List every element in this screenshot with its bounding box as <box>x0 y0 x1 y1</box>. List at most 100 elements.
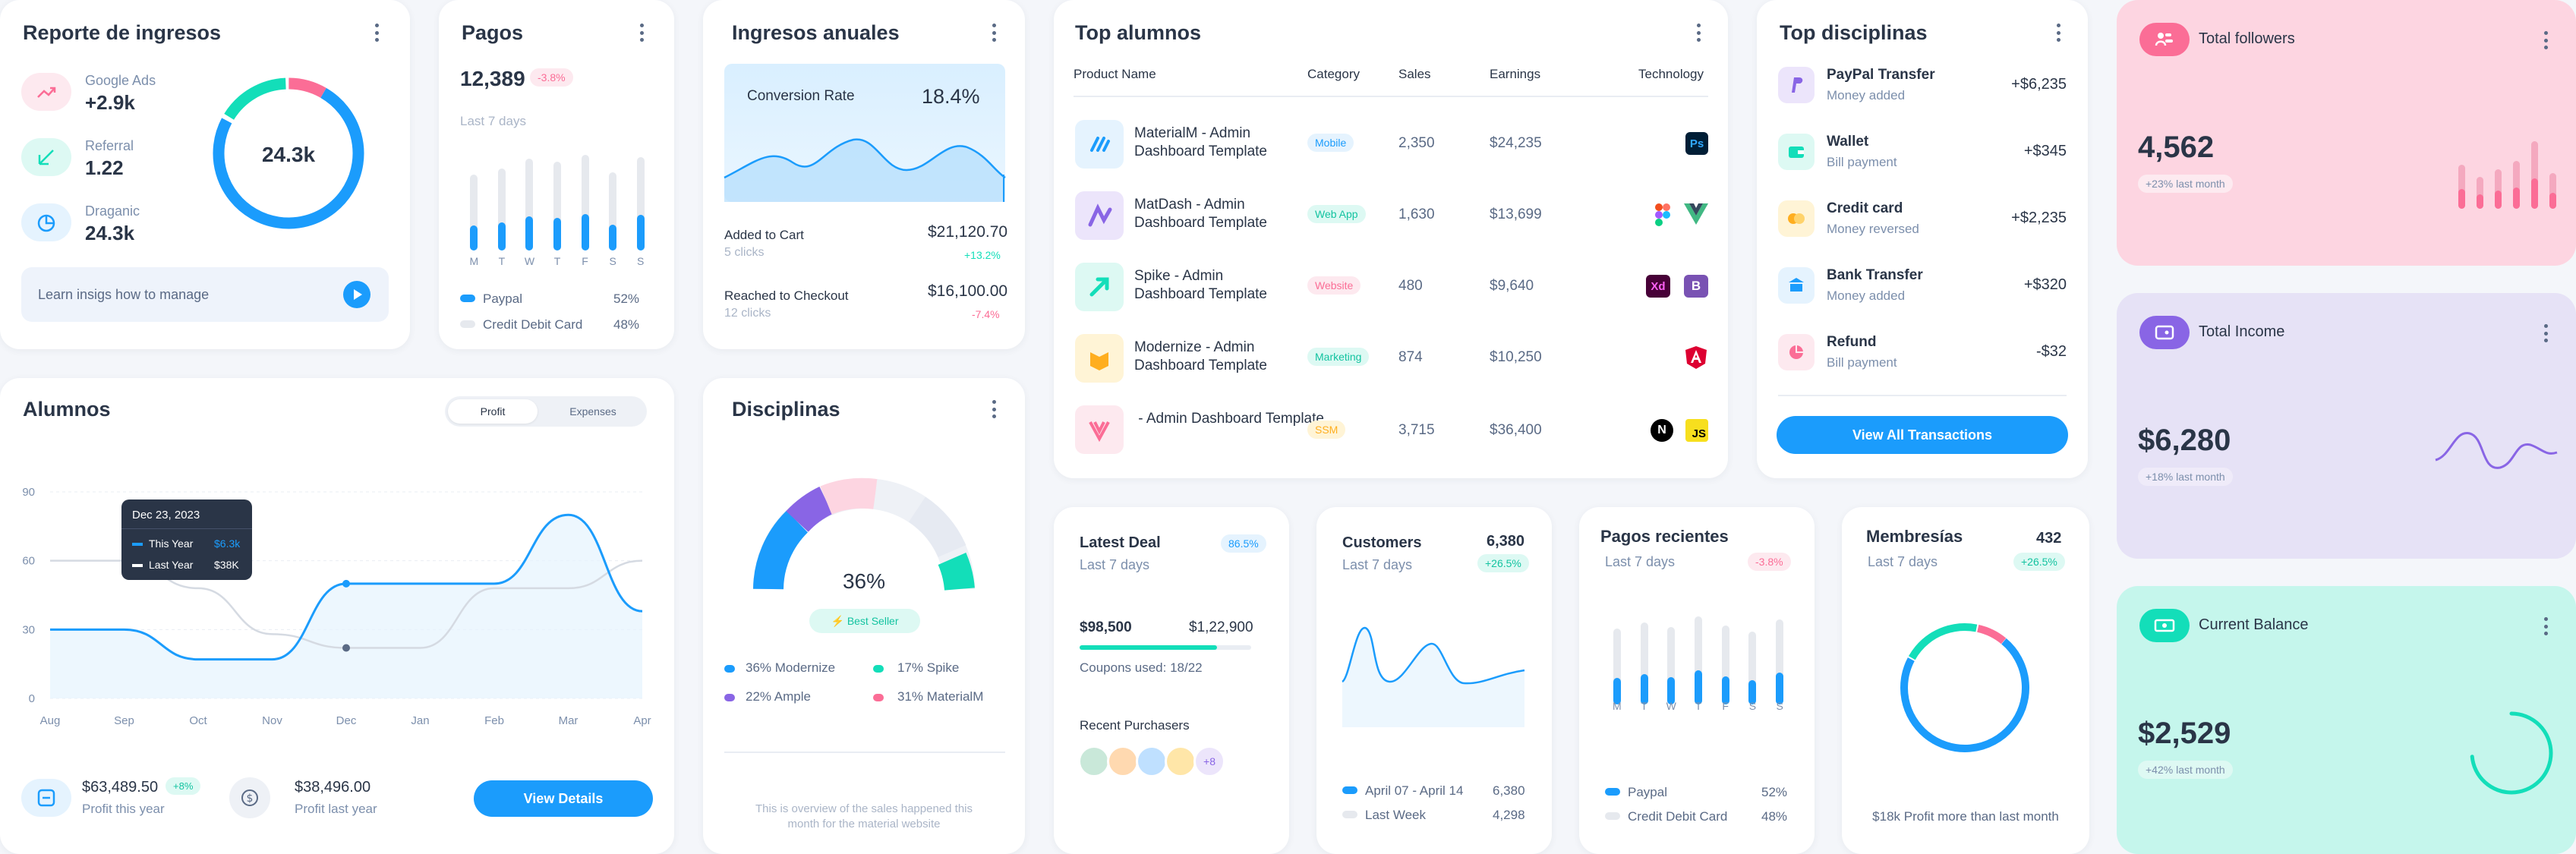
students-area-chart: 0 30 60 90 Aug Sep Oct Nov Dec Jan Feb Mar Apr <box>22 486 651 727</box>
day-label: W <box>1666 700 1676 712</box>
credit-card-icon <box>1778 200 1815 237</box>
more-menu-icon[interactable] <box>990 21 998 44</box>
toggle-profit[interactable]: Profit <box>448 399 538 424</box>
view-details-button[interactable]: View Details <box>474 780 653 817</box>
conversion-panel: Conversion Rate 18.4% <box>724 64 1006 202</box>
revenue-item-label: Google Ads <box>85 73 156 88</box>
angular-icon <box>1685 346 1707 369</box>
day-label: F <box>1722 700 1729 712</box>
bar-fill <box>1667 677 1676 704</box>
view-all-transactions-button[interactable]: View All Transactions <box>1777 416 2068 454</box>
bar-fill <box>2531 178 2538 209</box>
toggle-expenses[interactable]: Expenses <box>569 405 616 418</box>
last-year-point <box>342 644 350 652</box>
deal-title: Latest Deal <box>1080 534 1161 551</box>
payments-legend-label: Paypal <box>483 291 522 306</box>
avatar[interactable] <box>1136 745 1168 777</box>
customers-legend-label: Last Week <box>1365 808 1427 822</box>
disciplines-title: Top disciplinas <box>1780 21 1928 44</box>
customers-title: Customers <box>1342 534 1422 551</box>
more-menu-icon[interactable] <box>990 398 998 421</box>
leaf-icon <box>21 138 71 176</box>
best-seller-label: Best Seller <box>847 615 899 627</box>
top-disciplines-card: Top disciplinas PayPal Transfer Money ad… <box>1757 0 2088 478</box>
discipline-sub: Money added <box>1827 288 1906 303</box>
annual-row-value: $16,100.00 <box>928 282 1008 300</box>
bar-fill <box>2477 194 2483 209</box>
x-tick-label: Mar <box>559 714 579 727</box>
avatar[interactable] <box>1165 745 1197 777</box>
x-tick-label: Apr <box>633 714 651 727</box>
bar-fill <box>2549 192 2556 209</box>
sales-cell: 2,350 <box>1398 135 1435 151</box>
discipline-label: Refund <box>1827 334 1877 350</box>
customers-legend-dot <box>1342 811 1357 818</box>
recent-purchasers-label: Recent Purchasers <box>1080 718 1190 733</box>
deal-to: $1,22,900 <box>1189 619 1253 635</box>
discipline-label: PayPal Transfer <box>1827 67 1935 83</box>
bar-track <box>1748 632 1757 704</box>
bar-track <box>525 159 534 251</box>
bar-track <box>1613 629 1621 704</box>
sales-cell: 3,715 <box>1398 422 1435 438</box>
profit-expenses-toggle[interactable]: Profit Expenses <box>445 396 647 427</box>
x-tick-label: Jan <box>411 714 429 727</box>
col-product: Product Name <box>1074 67 1156 81</box>
learn-banner[interactable]: Learn insigs how to manage <box>21 267 389 322</box>
day-label: W <box>524 255 535 267</box>
gauge-legend-dot <box>724 694 735 701</box>
discipline-sub: Money reversed <box>1827 222 1919 236</box>
conversion-sparkline <box>724 138 1006 202</box>
income-sparkline <box>2435 432 2558 469</box>
product-name[interactable]: - Admin Dashboard Template <box>1134 411 1324 427</box>
disciplines-gauge-card: Disciplinas 36% ⚡ Best Seller 36% Modern… <box>703 378 1025 854</box>
product-name[interactable]: Modernize - Admin Dashboard Template <box>1134 339 1267 373</box>
refund-icon <box>1778 334 1815 370</box>
more-menu-icon[interactable] <box>2542 615 2549 638</box>
cash-icon <box>2139 609 2190 642</box>
discipline-sub: Bill payment <box>1827 155 1897 169</box>
payments-legend-pct: 48% <box>613 317 640 332</box>
bar-track <box>1695 616 1702 704</box>
customers-legend-value: 6,380 <box>1493 783 1525 798</box>
matdash-logo-icon <box>1075 191 1124 240</box>
recent-pay-period: Last 7 days <box>1605 554 1676 569</box>
y-tick-label: 90 <box>22 486 35 499</box>
revenue-ring-value: 24.3k <box>261 143 316 166</box>
recent-pay-legend-label: Paypal <box>1628 785 1667 799</box>
product-name[interactable]: Spike - Admin Dashboard Template <box>1134 268 1267 302</box>
product-name[interactable]: MatDash - Admin Dashboard Template <box>1134 197 1267 231</box>
more-purchasers-badge[interactable]: +8 <box>1193 745 1225 777</box>
more-menu-icon[interactable] <box>373 21 380 44</box>
sales-cell: 874 <box>1398 349 1423 365</box>
more-menu-icon[interactable] <box>2542 29 2549 52</box>
best-seller-badge: ⚡ Best Seller <box>809 609 920 633</box>
gauge-legend-label: 22% Ample <box>746 689 811 704</box>
membership-value: 432 <box>2036 530 2062 547</box>
tile-value: $6,280 <box>2138 424 2231 457</box>
play-icon[interactable] <box>343 281 370 308</box>
category-badge: SSM <box>1307 421 1346 439</box>
bar-fill <box>553 218 561 251</box>
membership-period: Last 7 days <box>1868 554 1938 569</box>
bar-fill <box>2495 191 2502 209</box>
more-menu-icon[interactable] <box>638 21 645 44</box>
payments-value: 12,389 <box>460 67 525 90</box>
latest-deal-card: Latest Deal 86.5% Last 7 days $98,500 $1… <box>1054 507 1289 854</box>
payments-badge: -3.8% <box>530 68 573 87</box>
revenue-item-value: 24.3k <box>85 222 135 244</box>
bar-track <box>2495 169 2502 209</box>
wallet-icon <box>1778 134 1815 170</box>
xd-icon: Xd <box>1646 275 1670 298</box>
more-menu-icon[interactable] <box>2054 21 2062 44</box>
product-name[interactable]: MaterialM - Admin Dashboard Template <box>1134 125 1267 159</box>
gauge-legend-dot <box>873 665 884 673</box>
avatar[interactable] <box>1107 745 1139 777</box>
day-label: S <box>1776 700 1783 712</box>
this-year-point <box>342 579 350 588</box>
paypal-icon <box>1778 67 1815 103</box>
bank-icon <box>1778 267 1815 304</box>
avatar[interactable] <box>1078 745 1110 777</box>
more-menu-icon[interactable] <box>2542 322 2549 345</box>
more-menu-icon[interactable] <box>1695 21 1702 44</box>
